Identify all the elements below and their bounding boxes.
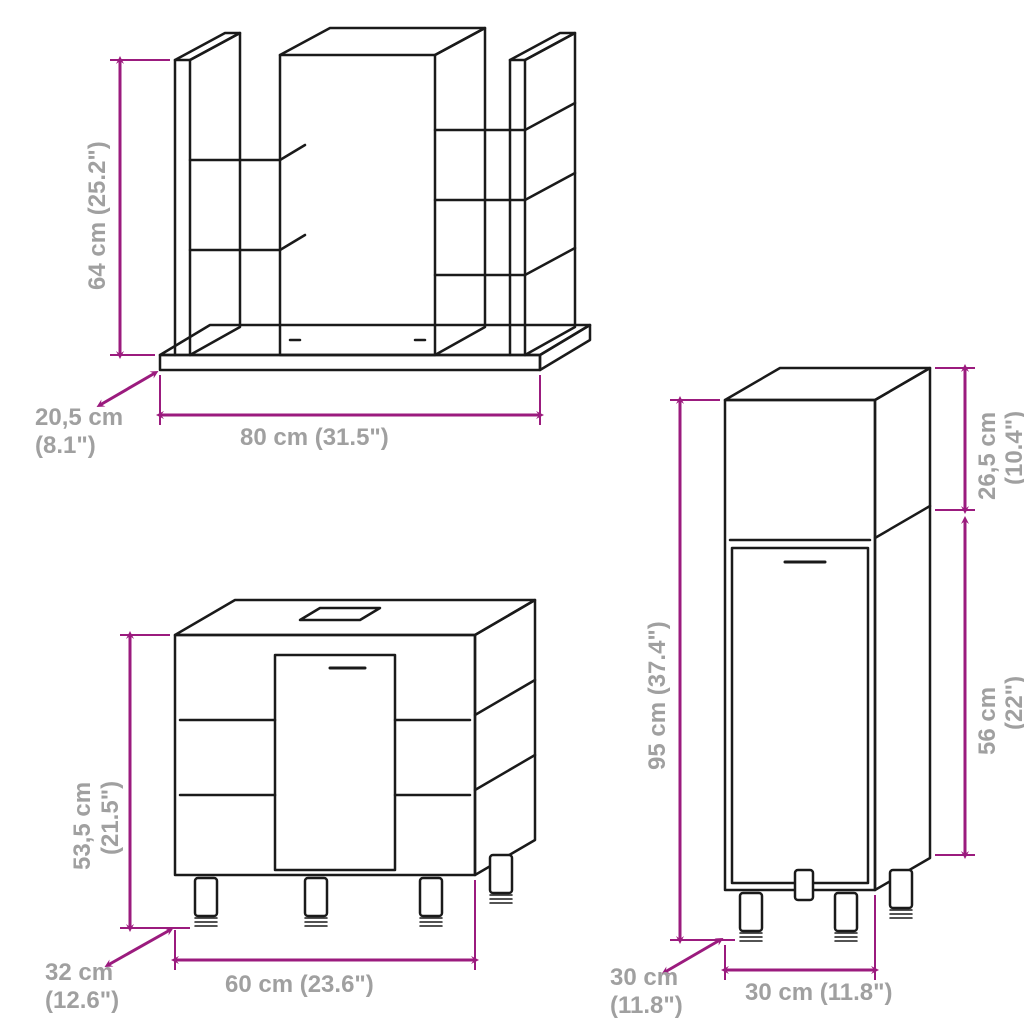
- cabinet-1-dimensions: 64 cm (25.2") 80 cm (31.5") 20,5 cm (8.1…: [35, 60, 540, 459]
- cabinet-1-mirror: [160, 28, 590, 370]
- cabinet-3-door-label-1: 56 cm: [974, 687, 1001, 755]
- cabinet-3-dimensions: 95 cm (37.4") 26,5 cm (10.4") 56 cm (22"…: [610, 368, 1024, 1019]
- cabinet-2-height-label-2: (21.5"): [97, 781, 124, 855]
- cabinet-3-depth-label-2: (11.8"): [610, 992, 683, 1019]
- cabinet-3-height-label: 95 cm (37.4"): [644, 621, 671, 770]
- cabinet-2-depth-label-2: (12.6"): [45, 987, 119, 1014]
- cabinet-1-width-label: 80 cm (31.5"): [240, 424, 389, 451]
- cabinet-2-width-label: 60 cm (23.6"): [225, 971, 374, 998]
- cabinet-3-width-label: 30 cm (11.8"): [745, 979, 892, 1006]
- dimension-diagram: 64 cm (25.2") 80 cm (31.5") 20,5 cm (8.1…: [0, 0, 1024, 1024]
- cabinet-3-door-label-2: (22"): [1001, 676, 1024, 730]
- cabinet-1-height-label: 64 cm (25.2"): [84, 141, 111, 290]
- cabinet-3-depth-label-1: 30 cm: [610, 964, 678, 991]
- cabinet-2-depth-label-1: 32 cm: [45, 959, 113, 986]
- cabinet-2-sink: [175, 600, 535, 926]
- cabinet-3-tall: [725, 368, 930, 941]
- cabinet-2-height-label-1: 53,5 cm: [69, 782, 96, 870]
- cabinet-1-depth-label-1: 20,5 cm: [35, 404, 123, 431]
- cabinet-1-depth-label-2: (8.1"): [35, 432, 96, 459]
- cabinet-3-top-label-1: 26,5 cm: [974, 412, 1001, 500]
- cabinet-2-dimensions: 53,5 cm (21.5") 60 cm (23.6") 32 cm (12.…: [45, 635, 475, 1014]
- cabinet-3-top-label-2: (10.4"): [1001, 411, 1024, 485]
